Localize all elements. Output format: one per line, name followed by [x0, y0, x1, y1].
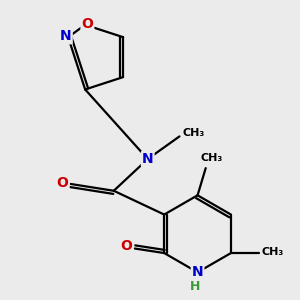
Text: CH₃: CH₃: [262, 247, 284, 257]
Text: CH₃: CH₃: [183, 128, 205, 138]
Text: N: N: [142, 152, 154, 166]
Text: CH₃: CH₃: [200, 153, 222, 163]
Text: O: O: [57, 176, 68, 190]
Text: N: N: [192, 265, 203, 279]
Text: H: H: [190, 280, 200, 293]
Text: O: O: [121, 239, 133, 253]
Text: N: N: [60, 29, 72, 43]
Text: O: O: [82, 17, 93, 31]
